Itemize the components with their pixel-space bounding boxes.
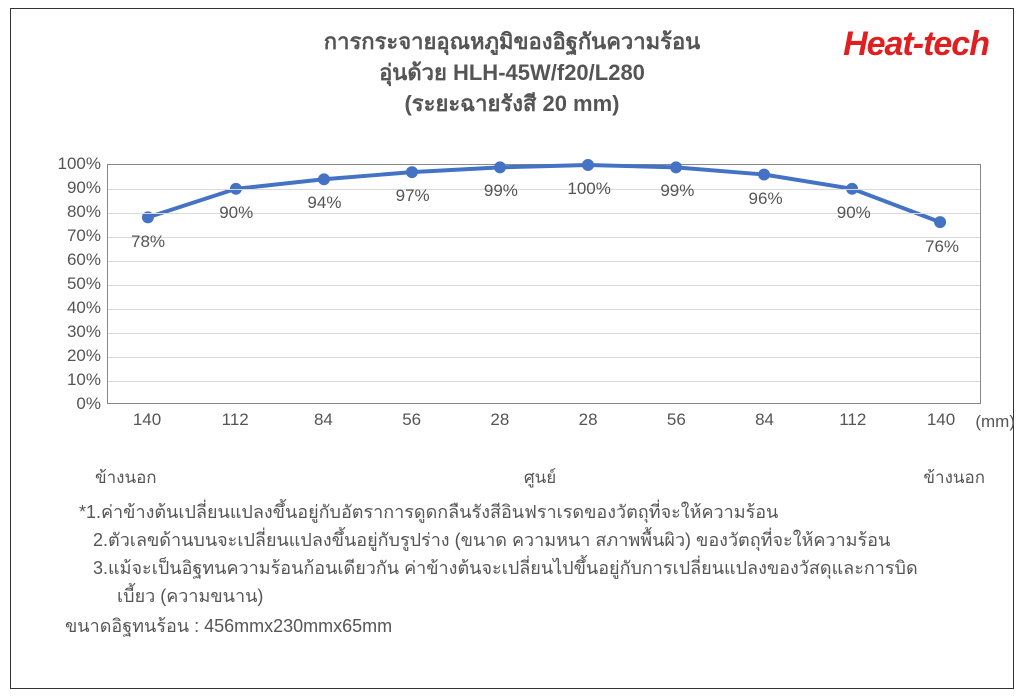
data-label: 90% — [837, 203, 871, 223]
y-tick: 80% — [67, 202, 101, 222]
x-tick: 140 — [927, 410, 955, 430]
data-label: 76% — [925, 237, 959, 257]
data-label: 99% — [484, 181, 518, 201]
plot-area: 78% 90% 94% 97% 99% 100% 99% 96% 90% 76% — [107, 164, 981, 404]
grid-line — [108, 285, 980, 286]
y-tick: 30% — [67, 322, 101, 342]
notes: *1.ค่าข้างต้นเปลี่ยนแปลงขึ้นอยู่กับอัตรา… — [79, 499, 983, 640]
data-label: 78% — [131, 232, 165, 252]
x-tick: 140 — [133, 410, 161, 430]
y-tick: 0% — [76, 394, 101, 414]
x-tick: 56 — [667, 410, 686, 430]
x-tick: 84 — [755, 410, 774, 430]
x-tick: 56 — [402, 410, 421, 430]
y-tick: 40% — [67, 298, 101, 318]
note-size: ขนาดอิฐทนร้อน : 456mmx230mmx65mm — [65, 613, 983, 641]
series-marker — [318, 173, 330, 185]
y-tick: 60% — [67, 250, 101, 270]
y-axis: 0%10%20%30%40%50%60%70%80%90%100% — [51, 164, 107, 404]
series-marker — [934, 216, 946, 228]
data-label: 100% — [567, 179, 610, 199]
y-tick: 20% — [67, 346, 101, 366]
x-tick: 28 — [490, 410, 509, 430]
series-marker — [758, 169, 770, 181]
x-unit: (mm) — [975, 412, 1015, 432]
grid-line — [108, 309, 980, 310]
note-1: *1.ค่าข้างต้นเปลี่ยนแปลงขึ้นอยู่กับอัตรา… — [79, 499, 983, 527]
line-series — [108, 165, 980, 403]
x-tick: 112 — [222, 410, 249, 430]
series-marker — [670, 161, 682, 173]
x-tick: 112 — [839, 410, 866, 430]
note-2: 2.ตัวเลขด้านบนจะเปลี่ยนแปลงขึ้นอยู่กับรู… — [93, 527, 983, 555]
data-label: 90% — [219, 203, 253, 223]
x-sub-left: ข้างนอก — [95, 464, 157, 491]
note-3a: 3.แม้จะเป็นอิฐทนความร้อนก้อนเดียวกัน ค่า… — [93, 555, 983, 583]
series-marker — [494, 161, 506, 173]
grid-line — [108, 333, 980, 334]
data-label: 99% — [660, 181, 694, 201]
series-marker — [582, 159, 594, 171]
x-sub-right: ข้างนอก — [923, 464, 985, 491]
grid-line — [108, 189, 980, 190]
grid-line — [108, 357, 980, 358]
series-marker — [406, 166, 418, 178]
data-label: 96% — [749, 189, 783, 209]
chart-frame: การกระจายอุณหภูมิของอิฐกันความร้อน อุ่นด… — [10, 8, 1014, 689]
x-tick: 28 — [579, 410, 598, 430]
data-label: 97% — [396, 186, 430, 206]
y-tick: 10% — [67, 370, 101, 390]
title-line3: (ระยะฉายรังสี 20 mm) — [11, 89, 1013, 120]
grid-line — [108, 381, 980, 382]
grid-line — [108, 237, 980, 238]
chart: 0% 10% 20% 30% 40% 50% 60% 70% 80% 90% 100% 78% 90%… — [51, 164, 981, 434]
y-tick: 50% — [67, 274, 101, 294]
grid-line — [108, 261, 980, 262]
data-label: 94% — [307, 193, 341, 213]
y-tick: 70% — [67, 226, 101, 246]
note-3b: เบี้ยว (ความขนาน) — [117, 583, 983, 611]
y-tick: 100% — [58, 154, 101, 174]
x-tick: 84 — [314, 410, 333, 430]
brand-logo: Heat-tech — [843, 25, 989, 64]
x-axis: 140 112 84 56 28 28 56 84 112 140 — [107, 406, 981, 434]
x-sub-center: ศูนย์ — [524, 464, 556, 491]
y-tick: 90% — [67, 178, 101, 198]
